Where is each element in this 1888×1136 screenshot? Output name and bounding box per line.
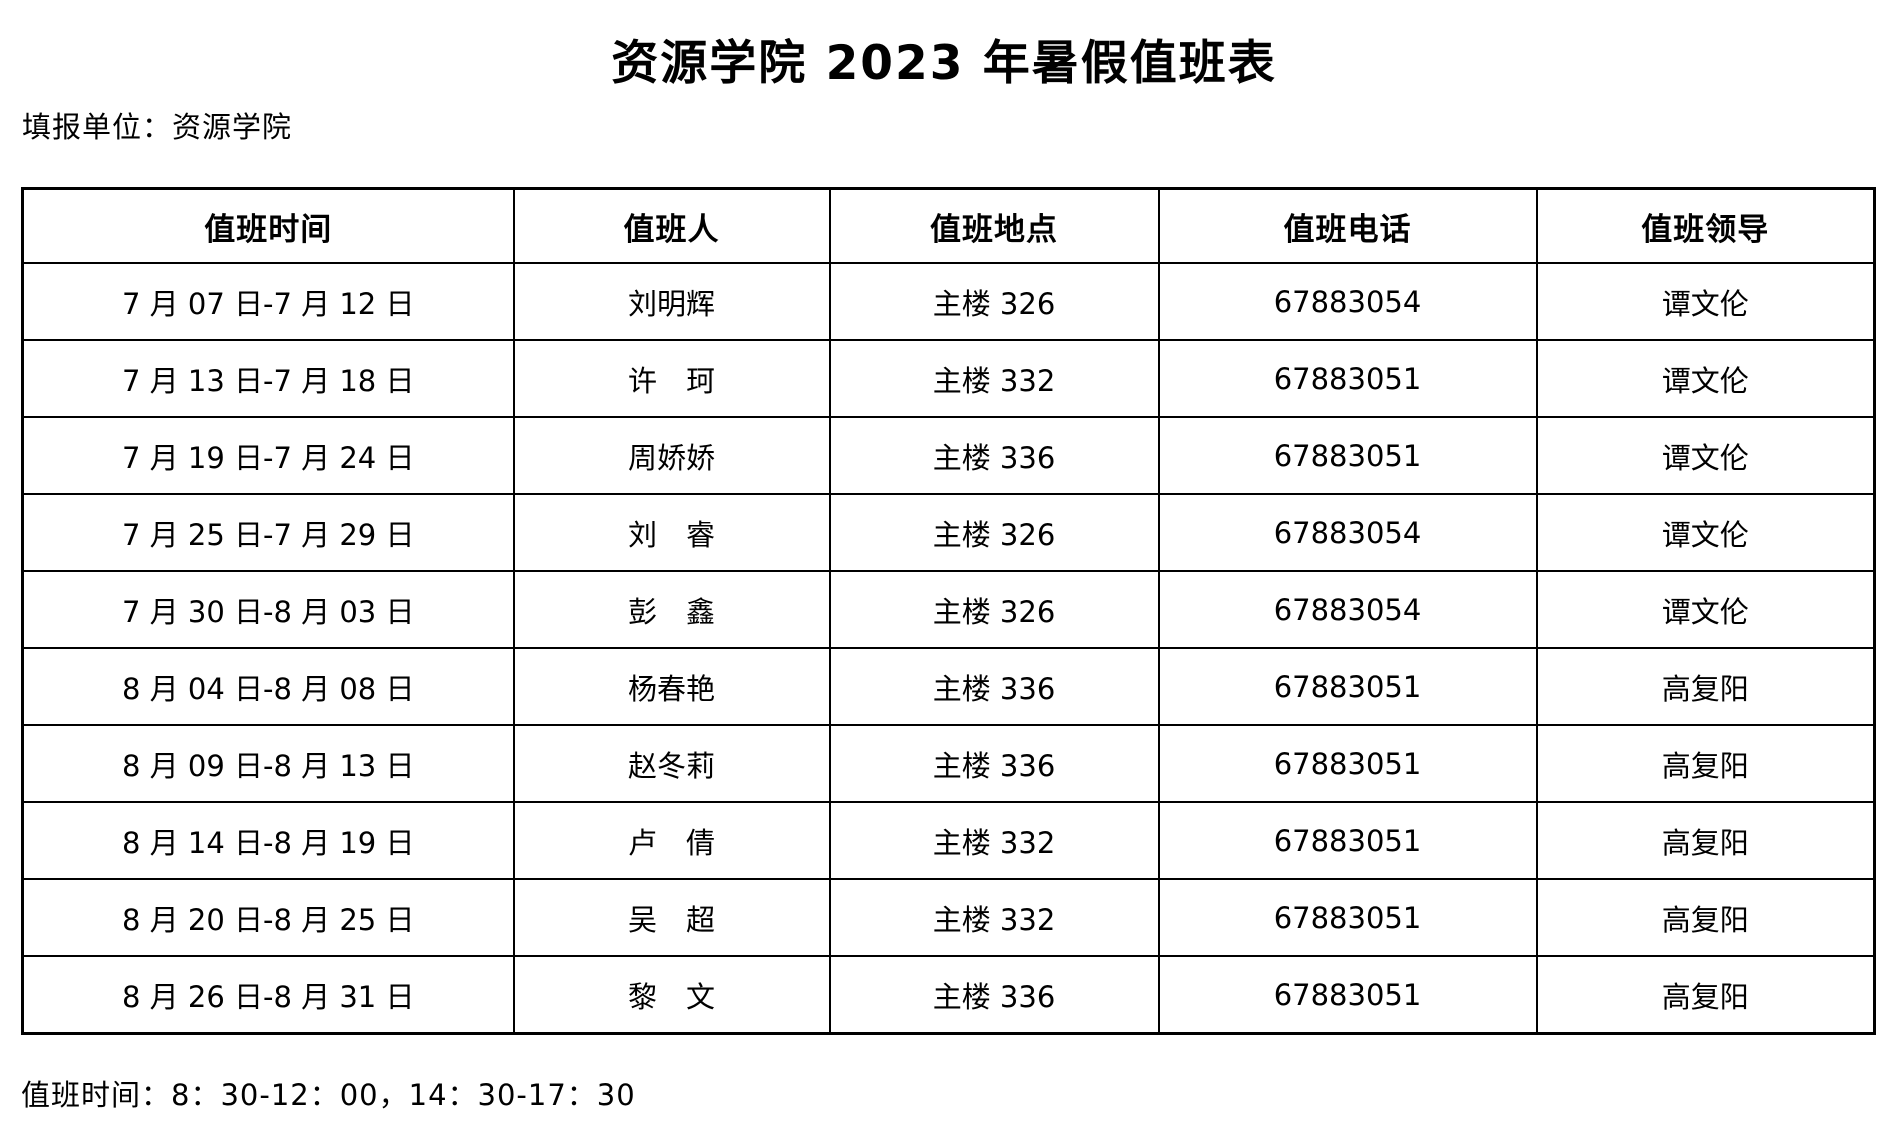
cell-duty-location: 主楼 326 [828,262,1160,341]
cell-duty-person: 周娇娇 [512,416,831,495]
cell-duty-time: 8 月 14 日-8 月 19 日 [21,801,515,880]
header-duty-person: 值班人 [512,187,831,264]
cell-duty-phone: 67883054 [1157,262,1538,341]
duty-hours-note: 值班时间：8：30-12：00，14：30-17：30 [21,1078,636,1112]
cell-duty-person: 杨春艳 [512,647,831,726]
table-row: 8 月 09 日-8 月 13 日赵冬莉 主楼 336 67883051 高复阳 [21,724,1876,803]
header-duty-location: 值班地点 [828,187,1160,264]
reporting-unit-label: 填报单位：资源学院 [22,110,293,144]
cell-duty-phone: 67883054 [1157,570,1538,649]
cell-duty-time: 8 月 26 日-8 月 31 日 [21,955,515,1035]
cell-duty-person: 吴 超 [512,878,831,957]
cell-duty-location: 主楼 326 [828,570,1160,649]
cell-duty-person: 黎 文 [512,955,831,1035]
cell-duty-time: 8 月 04 日-8 月 08 日 [21,647,515,726]
duty-schedule-table: 值班时间 值班人 值班地点 值班电话 值班领导 7 月 07 日-7 月 12 … [21,187,1876,1035]
cell-duty-location: 主楼 332 [828,339,1160,418]
cell-duty-leader: 高复阳 [1535,724,1876,803]
cell-duty-time: 7 月 07 日-7 月 12 日 [21,262,515,341]
cell-duty-person: 许 珂 [512,339,831,418]
cell-duty-leader: 高复阳 [1535,955,1876,1035]
table-row: 8 月 26 日-8 月 31 日黎 文主楼 336 67883051 高复阳 [21,955,1876,1035]
cell-duty-person: 赵冬莉 [512,724,831,803]
table-row: 7 月 19 日-7 月 24 日周娇娇 主楼 336 67883051 谭文伦 [21,416,1876,495]
cell-duty-time: 7 月 25 日-7 月 29 日 [21,493,515,572]
cell-duty-time: 7 月 30 日-8 月 03 日 [21,570,515,649]
header-duty-phone: 值班电话 [1157,187,1538,264]
table-row: 8 月 04 日-8 月 08 日杨春艳 主楼 336 67883051 高复阳 [21,647,1876,726]
cell-duty-time: 8 月 20 日-8 月 25 日 [21,878,515,957]
cell-duty-leader: 谭文伦 [1535,416,1876,495]
table-row: 8 月 20 日-8 月 25 日吴 超主楼 332 67883051 高复阳 [21,878,1876,957]
cell-duty-location: 主楼 336 [828,647,1160,726]
cell-duty-person: 彭 鑫 [512,570,831,649]
table-row: 7 月 13 日-7 月 18 日许 珂主楼 332 67883051 谭文伦 [21,339,1876,418]
cell-duty-phone: 67883051 [1157,801,1538,880]
cell-duty-phone: 67883051 [1157,724,1538,803]
cell-duty-person: 刘 睿 [512,493,831,572]
cell-duty-leader: 高复阳 [1535,801,1876,880]
cell-duty-leader: 谭文伦 [1535,339,1876,418]
cell-duty-phone: 67883051 [1157,416,1538,495]
cell-duty-time: 8 月 09 日-8 月 13 日 [21,724,515,803]
cell-duty-phone: 67883051 [1157,878,1538,957]
cell-duty-person: 卢 倩 [512,801,831,880]
cell-duty-location: 主楼 336 [828,955,1160,1035]
cell-duty-phone: 67883054 [1157,493,1538,572]
cell-duty-time: 7 月 19 日-7 月 24 日 [21,416,515,495]
header-row: 值班时间 值班人 值班地点 值班电话 值班领导 [21,187,1876,264]
cell-duty-phone: 67883051 [1157,647,1538,726]
cell-duty-leader: 谭文伦 [1535,570,1876,649]
cell-duty-leader: 高复阳 [1535,647,1876,726]
cell-duty-location: 主楼 332 [828,878,1160,957]
cell-duty-time: 7 月 13 日-7 月 18 日 [21,339,515,418]
table-row: 7 月 07 日-7 月 12 日刘明辉 主楼 326 67883054 谭文伦 [21,262,1876,341]
cell-duty-phone: 67883051 [1157,955,1538,1035]
page-title: 资源学院 2023 年暑假值班表 [611,36,1277,91]
cell-duty-location: 主楼 326 [828,493,1160,572]
cell-duty-location: 主楼 332 [828,801,1160,880]
cell-duty-location: 主楼 336 [828,416,1160,495]
cell-duty-leader: 谭文伦 [1535,493,1876,572]
cell-duty-phone: 67883051 [1157,339,1538,418]
cell-duty-location: 主楼 336 [828,724,1160,803]
table-row: 7 月 30 日-8 月 03 日彭 鑫主楼 326 67883054 谭文伦 [21,570,1876,649]
table-row: 7 月 25 日-7 月 29 日刘 睿主楼 326 67883054 谭文伦 [21,493,1876,572]
header-duty-leader: 值班领导 [1535,187,1876,264]
cell-duty-leader: 谭文伦 [1535,262,1876,341]
cell-duty-person: 刘明辉 [512,262,831,341]
table-row: 8 月 14 日-8 月 19 日卢 倩主楼 332 67883051 高复阳 [21,801,1876,880]
header-duty-time: 值班时间 [21,187,515,264]
cell-duty-leader: 高复阳 [1535,878,1876,957]
